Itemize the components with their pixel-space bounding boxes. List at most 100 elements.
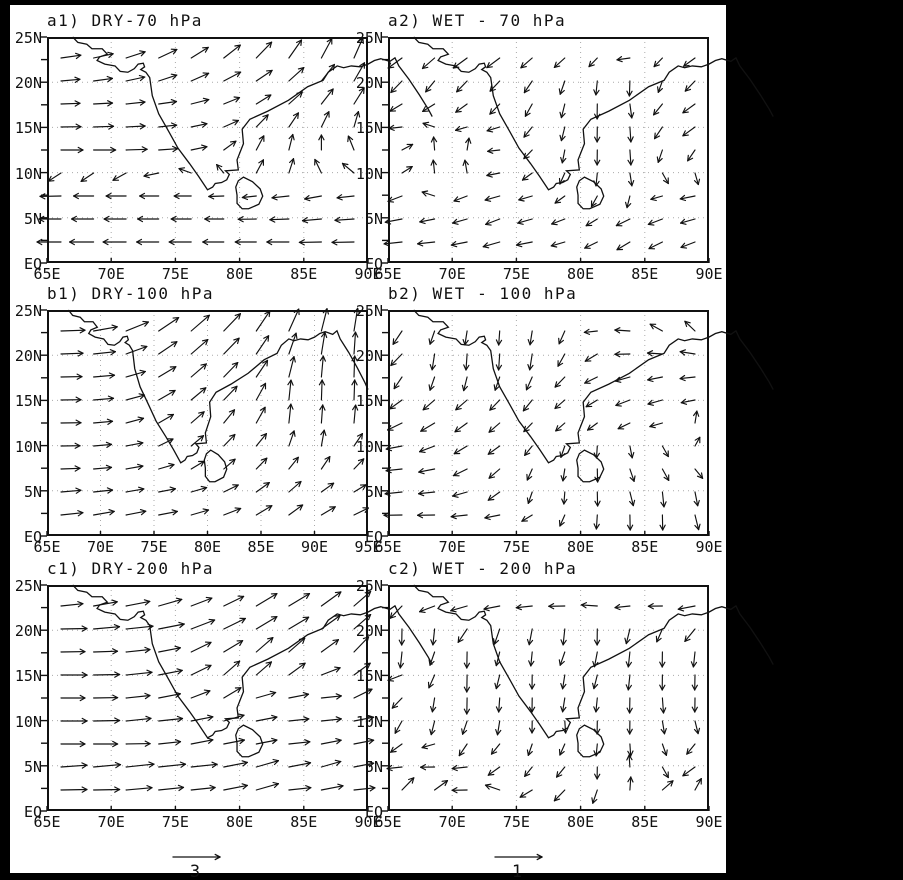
x-tick-label-c1: 70E — [97, 813, 125, 831]
quiver-plot-c2 — [382, 584, 709, 812]
x-tick-label-a1: 80E — [226, 265, 254, 283]
x-tick-label-a1: 75E — [161, 265, 189, 283]
panel-frame — [388, 37, 709, 263]
x-tick-label-a2: 75E — [502, 265, 530, 283]
panel-title-b1: b1) DRY-100 hPa — [47, 284, 214, 303]
wind-vectors — [383, 320, 704, 531]
x-tick-label-c1: 75E — [161, 813, 189, 831]
gridlines — [388, 37, 709, 263]
x-tick-label-a2: 80E — [567, 265, 595, 283]
y-tick-label-c2: 5N — [364, 757, 383, 776]
y-tick-label-c1: EQ — [23, 803, 42, 821]
y-tick-label-b2: 5N — [364, 482, 383, 501]
y-tick-label-b2: 20N — [355, 347, 383, 366]
quiver-plot-a1 — [36, 36, 368, 264]
x-tick-label-a2: 90E — [695, 265, 723, 283]
x-tick-label-b1: 85E — [247, 538, 275, 556]
x-tick-label-b2: 80E — [567, 538, 595, 556]
sri-lanka-coastline — [236, 177, 263, 209]
y-tick-label-c2: 20N — [355, 622, 383, 641]
wind-vectors — [383, 56, 701, 251]
wind-vectors — [36, 37, 366, 246]
y-tick-label-b1: 20N — [14, 347, 42, 366]
wind-vectors — [60, 307, 369, 517]
quiver-plot-c1 — [41, 584, 368, 812]
x-tick-label-b1: 75E — [140, 538, 168, 556]
panel-title-c2: c2) WET - 200 hPa — [388, 559, 578, 578]
axis-ticks — [382, 309, 710, 537]
y-tick-label-c1: 25N — [14, 577, 42, 595]
panel-frame — [47, 310, 368, 536]
y-tick-label-a1: 15N — [14, 119, 42, 138]
wind-vectors — [386, 602, 702, 804]
x-tick-label-c2: 70E — [438, 813, 466, 831]
panel-frame — [47, 585, 368, 811]
y-tick-label-a2: 20N — [355, 74, 383, 93]
y-tick-label-b1: EQ — [23, 528, 42, 546]
reference-arrow-left — [172, 853, 221, 861]
panel-title-a2: a2) WET - 70 hPa — [388, 11, 567, 30]
x-tick-label-b2: 85E — [631, 538, 659, 556]
y-tick-label-b1: 5N — [23, 482, 42, 501]
y-tick-label-c1: 15N — [14, 667, 42, 686]
reference-arrow-label-right: 1 — [511, 862, 523, 880]
x-tick-label-b2: 65E — [374, 538, 402, 556]
axis-ticks — [41, 36, 369, 264]
y-tick-label-b1: 10N — [14, 437, 42, 456]
x-tick-label-b1: 80E — [193, 538, 222, 556]
y-tick-label-c2: 15N — [355, 667, 383, 686]
x-tick-label-c2: 75E — [502, 813, 530, 831]
y-tick-label-c1: 20N — [14, 622, 42, 641]
coastline-map — [68, 310, 368, 482]
y-tick-label-b2: EQ — [364, 528, 383, 546]
panel-title-c1: c1) DRY-200 hPa — [47, 559, 214, 578]
x-tick-label-a2: 85E — [631, 265, 659, 283]
y-tick-label-a1: EQ — [23, 255, 42, 273]
x-tick-label-b1: 90E — [300, 538, 329, 556]
y-tick-label-b2: 10N — [355, 437, 383, 456]
reference-arrow-label-left: 3 — [189, 862, 201, 880]
x-tick-label-b1: 95E — [354, 538, 382, 556]
x-tick-label-b2: 75E — [502, 538, 530, 556]
gridlines — [388, 585, 709, 811]
reference-arrow-right — [494, 853, 543, 861]
x-tick-label-a2: 65E — [374, 265, 402, 283]
axis-ticks — [382, 584, 710, 812]
y-tick-label-b1: 25N — [14, 302, 42, 320]
y-tick-label-a2: 10N — [355, 164, 383, 183]
quiver-plot-b2 — [382, 309, 709, 537]
y-tick-label-b2: 25N — [355, 302, 383, 320]
sri-lanka-coastline — [204, 450, 226, 482]
y-tick-label-a1: 20N — [14, 74, 42, 93]
y-tick-label-c2: 10N — [355, 712, 383, 731]
x-tick-label-a1: 65E — [33, 265, 61, 283]
y-tick-label-a1: 5N — [23, 209, 42, 228]
x-tick-label-a1: 85E — [290, 265, 318, 283]
panel-frame — [47, 37, 368, 263]
x-tick-label-b2: 70E — [438, 538, 466, 556]
y-tick-label-a2: 25N — [355, 29, 383, 47]
india-coastline — [68, 310, 368, 463]
x-tick-label-b1: 65E — [33, 538, 61, 556]
x-tick-label-c2: 85E — [631, 813, 659, 831]
gridlines — [47, 310, 368, 536]
x-tick-label-c2: 80E — [567, 813, 595, 831]
y-tick-label-c2: EQ — [364, 803, 383, 821]
x-tick-label-b1: 70E — [86, 538, 115, 556]
x-tick-label-c1: 90E — [354, 813, 382, 831]
sri-lanka-coastline — [577, 450, 604, 482]
axis-ticks — [41, 309, 369, 537]
quiver-plot-a2 — [382, 36, 709, 264]
x-tick-label-a1: 70E — [97, 265, 125, 283]
y-tick-label-c2: 25N — [355, 577, 383, 595]
sri-lanka-coastline — [577, 177, 604, 209]
axis-ticks — [382, 36, 710, 264]
y-tick-label-c1: 5N — [23, 757, 42, 776]
panel-title-a1: a1) DRY-70 hPa — [47, 11, 203, 30]
y-tick-label-a2: 15N — [355, 119, 383, 138]
y-tick-label-b2: 15N — [355, 392, 383, 411]
x-tick-label-a1: 90E — [354, 265, 382, 283]
x-tick-label-c2: 90E — [695, 813, 723, 831]
panel-frame — [388, 310, 709, 536]
x-tick-label-a2: 70E — [438, 265, 466, 283]
